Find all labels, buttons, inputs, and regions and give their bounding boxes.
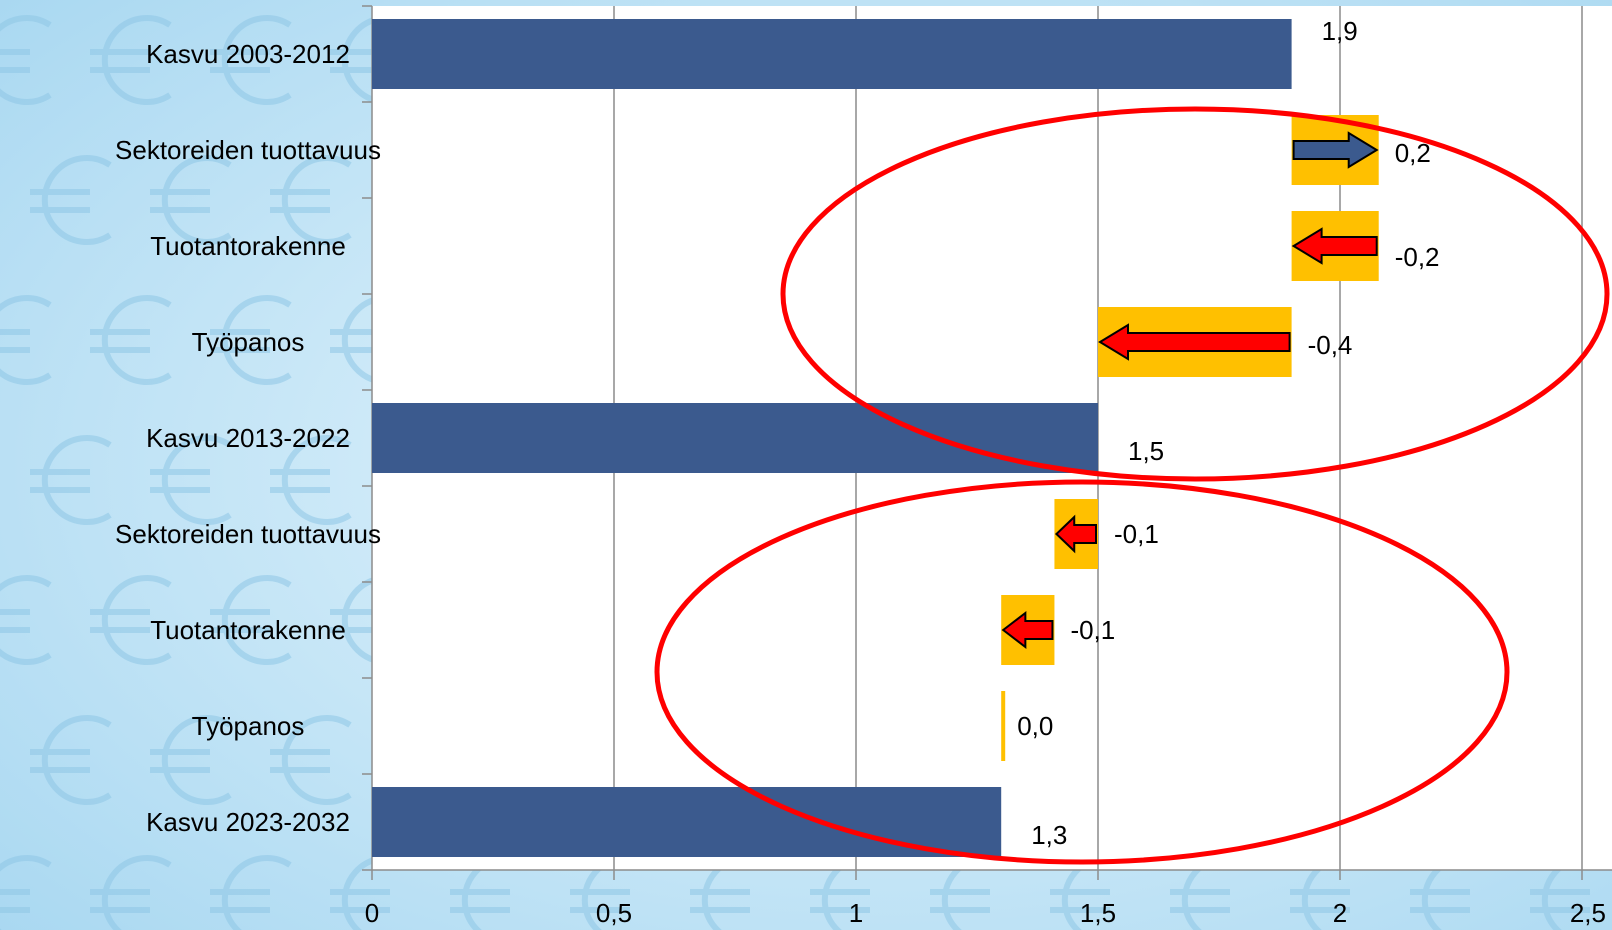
- total-bar: [372, 19, 1292, 89]
- euro-symbol-icon: [41, 435, 112, 525]
- euro-symbol-icon: [161, 155, 232, 245]
- decrease-arrow-icon: [1098, 323, 1291, 361]
- category-label: Kasvu 2013-2022: [146, 423, 350, 453]
- x-tick-label: 1,5: [1080, 898, 1116, 928]
- x-tick-label: 1: [849, 898, 863, 928]
- data-label: 1,3: [1031, 820, 1067, 850]
- data-label: -0,1: [1070, 615, 1115, 645]
- data-label: 1,9: [1322, 16, 1358, 46]
- category-label: Työpanos: [192, 711, 305, 741]
- category-label: Tuotantorakenne: [150, 615, 346, 645]
- euro-symbol-icon: [161, 715, 232, 805]
- category-label: Sektoreiden tuottavuus: [115, 519, 381, 549]
- category-label: Kasvu 2023-2032: [146, 807, 350, 837]
- x-tick-label: 0,5: [596, 898, 632, 928]
- euro-symbol-icon: [101, 855, 172, 930]
- euro-symbol-icon: [221, 295, 292, 385]
- increase-arrow-icon: [1292, 131, 1379, 169]
- category-labels: Kasvu 2003-2012 Sektoreiden tuottavuus Tuo…: [115, 39, 381, 837]
- euro-symbol-icon: [101, 575, 172, 665]
- euro-symbol-icon: [0, 15, 52, 105]
- data-label: -0,2: [1395, 242, 1440, 272]
- euro-symbol-icon: [221, 15, 292, 105]
- chart-marks: [372, 19, 1379, 857]
- category-label: Kasvu 2003-2012: [146, 39, 350, 69]
- euro-symbol-icon: [101, 15, 172, 105]
- euro-symbol-icon: [101, 295, 172, 385]
- x-tick-label: 0: [365, 898, 379, 928]
- euro-symbol-icon: [281, 435, 352, 525]
- decrease-arrow-icon: [1291, 227, 1378, 265]
- euro-symbol-icon: [0, 855, 52, 930]
- data-label: -0,4: [1308, 330, 1353, 360]
- highlight-ellipse-top: [780, 106, 1610, 482]
- decrease-arrow-icon: [1054, 514, 1097, 554]
- category-label: Työpanos: [192, 327, 305, 357]
- highlight-ellipse-bottom: [654, 479, 1510, 865]
- total-bar: [372, 403, 1098, 473]
- highlight-ellipses: [654, 106, 1610, 865]
- euro-symbol-icon: [161, 435, 232, 525]
- euro-symbol-icon: [0, 575, 52, 665]
- euro-symbol-icon: [0, 295, 52, 385]
- category-label: Tuotantorakenne: [150, 231, 346, 261]
- x-tick-label: 2,5: [1570, 898, 1606, 928]
- x-tick-label: 2: [1333, 898, 1347, 928]
- euro-symbol-icon: [281, 155, 352, 245]
- data-labels: 1,90,2-0,2-0,41,5-0,1-0,10,01,3: [1017, 16, 1439, 850]
- change-box: [1001, 691, 1006, 761]
- decrease-arrow-icon: [1001, 610, 1054, 650]
- data-label: 0,0: [1017, 711, 1053, 741]
- euro-symbol-icon: [41, 155, 112, 245]
- data-label: 1,5: [1128, 436, 1164, 466]
- category-label: Sektoreiden tuottavuus: [115, 135, 381, 165]
- euro-symbol-icon: [41, 715, 112, 805]
- axes: 0 0,5 1 1,5 2 2,5: [362, 5, 1612, 928]
- euro-symbol-icon: [221, 575, 292, 665]
- euro-symbol-icon: [221, 855, 292, 930]
- euro-symbol-icon: [281, 715, 352, 805]
- data-label: -0,1: [1114, 519, 1159, 549]
